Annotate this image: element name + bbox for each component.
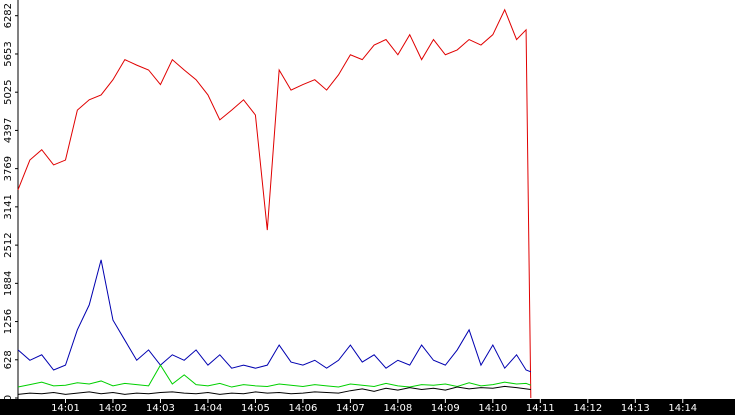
x-tick-label: 14:13 xyxy=(621,403,650,414)
x-tick-label: 14:02 xyxy=(99,403,128,414)
x-tick-label: 14:09 xyxy=(431,403,460,414)
y-tick-label: 3141 xyxy=(3,194,14,219)
y-tick-label: 3769 xyxy=(3,156,14,181)
x-tick-label: 14:05 xyxy=(241,403,270,414)
y-tick-label: 5025 xyxy=(3,79,14,104)
y-tick-label: 4397 xyxy=(3,118,14,143)
x-tick-label: 14:04 xyxy=(194,403,223,414)
x-tick-label: 14:12 xyxy=(573,403,602,414)
y-tick-label: 0 xyxy=(3,395,14,401)
x-tick-label: 14:03 xyxy=(146,403,175,414)
y-tick-label: 628 xyxy=(3,350,14,369)
series-line xyxy=(17,385,531,395)
series-line xyxy=(17,364,532,388)
y-tick-label: 1256 xyxy=(3,309,14,334)
y-tick-label: 2512 xyxy=(3,232,14,257)
x-tick-label: 14:08 xyxy=(383,403,412,414)
x-tick-label: 14:11 xyxy=(526,403,555,414)
x-tick-label: 14:06 xyxy=(288,403,317,414)
x-tick-label: 14:10 xyxy=(478,403,507,414)
x-tick-label: 14:07 xyxy=(336,403,365,414)
y-tick-label: 5653 xyxy=(3,41,14,66)
x-tick-label: 14:01 xyxy=(51,403,80,414)
series-line xyxy=(17,8,532,399)
series-line xyxy=(17,259,532,373)
x-axis-bar xyxy=(0,399,735,415)
x-tick-label: 14:14 xyxy=(668,403,697,414)
y-tick-label: 6282 xyxy=(3,3,14,28)
y-tick-label: 1884 xyxy=(3,271,14,296)
